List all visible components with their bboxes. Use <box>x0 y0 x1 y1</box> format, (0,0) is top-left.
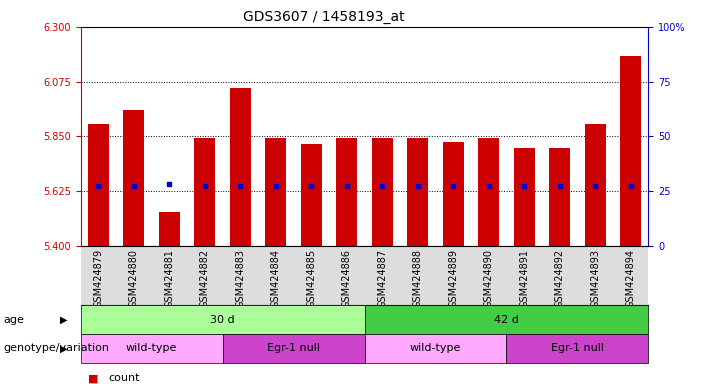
Bar <box>620 56 641 246</box>
Text: count: count <box>109 373 140 383</box>
Text: 30 d: 30 d <box>210 314 235 325</box>
Text: 42 d: 42 d <box>494 314 519 325</box>
Text: GSM424893: GSM424893 <box>590 249 600 308</box>
Text: wild-type: wild-type <box>126 343 177 354</box>
Bar <box>336 137 358 246</box>
Bar <box>549 149 571 246</box>
Bar <box>407 137 428 246</box>
Text: GSM424884: GSM424884 <box>271 249 281 308</box>
Text: GSM424888: GSM424888 <box>413 249 423 308</box>
Text: GSM424886: GSM424886 <box>342 249 352 308</box>
Text: GSM424887: GSM424887 <box>377 249 387 308</box>
Text: genotype/variation: genotype/variation <box>4 343 109 354</box>
Text: GDS3607 / 1458193_at: GDS3607 / 1458193_at <box>243 10 405 23</box>
Bar <box>81 305 365 334</box>
Bar <box>442 142 464 246</box>
Text: Egr-1 null: Egr-1 null <box>267 343 320 354</box>
Text: ▶: ▶ <box>60 314 67 325</box>
Text: Egr-1 null: Egr-1 null <box>551 343 604 354</box>
Bar <box>301 144 322 246</box>
Text: GSM424880: GSM424880 <box>129 249 139 308</box>
Text: GSM424881: GSM424881 <box>164 249 175 308</box>
Bar <box>265 137 287 246</box>
Bar <box>585 124 606 246</box>
Text: age: age <box>4 314 25 325</box>
Bar <box>372 137 393 246</box>
Text: ▶: ▶ <box>60 343 67 354</box>
Bar <box>123 109 144 246</box>
Text: wild-type: wild-type <box>410 343 461 354</box>
Bar <box>81 334 223 363</box>
Bar <box>230 88 251 246</box>
Text: ■: ■ <box>88 373 98 383</box>
Text: GSM424885: GSM424885 <box>306 249 316 308</box>
Text: GSM424890: GSM424890 <box>484 249 494 308</box>
Bar <box>194 137 215 246</box>
Text: GSM424889: GSM424889 <box>448 249 458 308</box>
Text: GSM424883: GSM424883 <box>236 249 245 308</box>
Bar <box>365 334 507 363</box>
Text: GSM424892: GSM424892 <box>554 249 565 308</box>
Text: GSM424882: GSM424882 <box>200 249 210 308</box>
Text: GSM424891: GSM424891 <box>519 249 529 308</box>
Text: GSM424879: GSM424879 <box>93 249 103 308</box>
Bar <box>478 137 499 246</box>
Bar <box>506 334 648 363</box>
Bar <box>88 124 109 246</box>
Bar <box>514 149 535 246</box>
Text: GSM424894: GSM424894 <box>626 249 636 308</box>
Bar <box>223 334 365 363</box>
Bar <box>158 212 180 246</box>
Bar <box>365 305 648 334</box>
